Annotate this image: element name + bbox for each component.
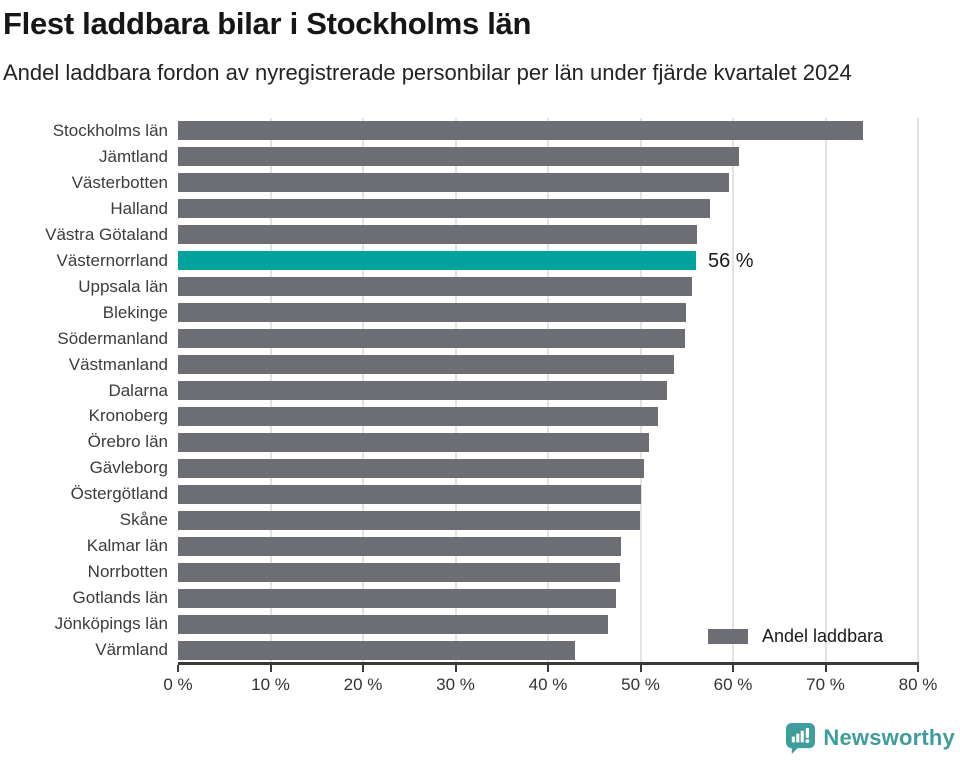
highlight-value-label: 56 % xyxy=(708,249,754,272)
category-label: Värmland xyxy=(95,640,168,660)
category-label: Kronoberg xyxy=(88,406,168,426)
category-label: Västerbotten xyxy=(71,172,168,192)
legend: Andel laddbara xyxy=(708,626,883,647)
gridline-70 xyxy=(824,118,827,663)
category-label: Örebro län xyxy=(87,432,168,452)
plot-area: Andel laddbara 56 % xyxy=(178,118,919,663)
bar xyxy=(178,303,686,323)
category-label: Västra Götaland xyxy=(45,224,168,244)
legend-swatch xyxy=(708,629,748,644)
category-label: Gotlands län xyxy=(72,588,168,608)
tick-mark xyxy=(454,665,457,672)
tick-mark xyxy=(732,665,734,672)
tick-mark xyxy=(547,665,549,672)
tick-label: 50 % xyxy=(621,675,660,694)
bar xyxy=(178,381,668,400)
category-label: Jönköpings län xyxy=(54,614,168,634)
category-label: Västernorrland xyxy=(56,250,168,270)
tick-label: 20 % xyxy=(343,675,383,694)
tick-label: 80 % xyxy=(898,675,938,694)
bar xyxy=(178,458,645,478)
bar xyxy=(178,536,622,556)
bar xyxy=(178,121,864,141)
tick-label: 30 % xyxy=(436,675,475,694)
tick-mark xyxy=(177,665,179,672)
category-label: Skåne xyxy=(119,510,168,530)
legend-label: Andel laddbara xyxy=(762,626,884,646)
category-label: Jämtland xyxy=(99,146,168,166)
bar xyxy=(178,329,685,349)
x-axis-line xyxy=(178,662,919,665)
tick-mark xyxy=(269,665,272,672)
category-labels: Stockholms län Jämtland Västerbotten Hallan… xyxy=(0,118,168,663)
bar xyxy=(178,199,710,219)
category-label: Halland xyxy=(110,198,168,218)
tick-label: 0 % xyxy=(163,675,193,694)
chart-title: Flest laddbara bilar i Stockholms län xyxy=(3,6,532,41)
tick-label: 10 % xyxy=(251,675,290,694)
category-label: Stockholms län xyxy=(52,121,168,140)
category-label: Västmanland xyxy=(68,354,168,374)
gridline-60 xyxy=(732,118,734,663)
bar xyxy=(178,614,609,634)
bar xyxy=(178,251,696,271)
tick-mark xyxy=(362,665,364,672)
newsworthy-logo-icon xyxy=(785,722,816,754)
x-axis-ticks: 0 % 10 % 20 % 30 % 40 % 50 % 60 % 70 % 80 % xyxy=(163,662,937,702)
category-label: Östergötland xyxy=(70,484,168,504)
category-label: Blekinge xyxy=(102,302,168,322)
category-label: Södermanland xyxy=(57,328,168,348)
bar xyxy=(178,484,642,504)
category-label: Gävleborg xyxy=(89,458,168,478)
bar xyxy=(178,173,730,193)
bar xyxy=(178,432,649,452)
bar xyxy=(178,406,659,426)
bar xyxy=(178,277,693,297)
tick-label: 40 % xyxy=(528,675,568,694)
bar xyxy=(178,147,739,167)
tick-mark xyxy=(917,665,919,672)
bar xyxy=(178,562,621,582)
category-label: Dalarna xyxy=(108,380,168,400)
tick-label: 60 % xyxy=(713,675,753,694)
tick-label: 70 % xyxy=(806,675,845,694)
category-label: Norrbotten xyxy=(87,562,168,582)
bar xyxy=(178,640,575,660)
bar xyxy=(178,355,674,375)
bar xyxy=(178,510,640,530)
brand-name: Newsworthy xyxy=(823,725,955,750)
chart-subtitle: Andel laddbara fordon av nyregistrerade … xyxy=(3,60,852,85)
bar xyxy=(178,225,697,245)
gridline-80 xyxy=(917,118,919,663)
tick-mark xyxy=(639,665,642,672)
category-label: Uppsala län xyxy=(78,276,168,296)
tick-mark xyxy=(824,665,827,672)
bar xyxy=(178,588,616,608)
category-label: Kalmar län xyxy=(86,536,168,556)
brand-footer: Newsworthy xyxy=(785,722,955,754)
